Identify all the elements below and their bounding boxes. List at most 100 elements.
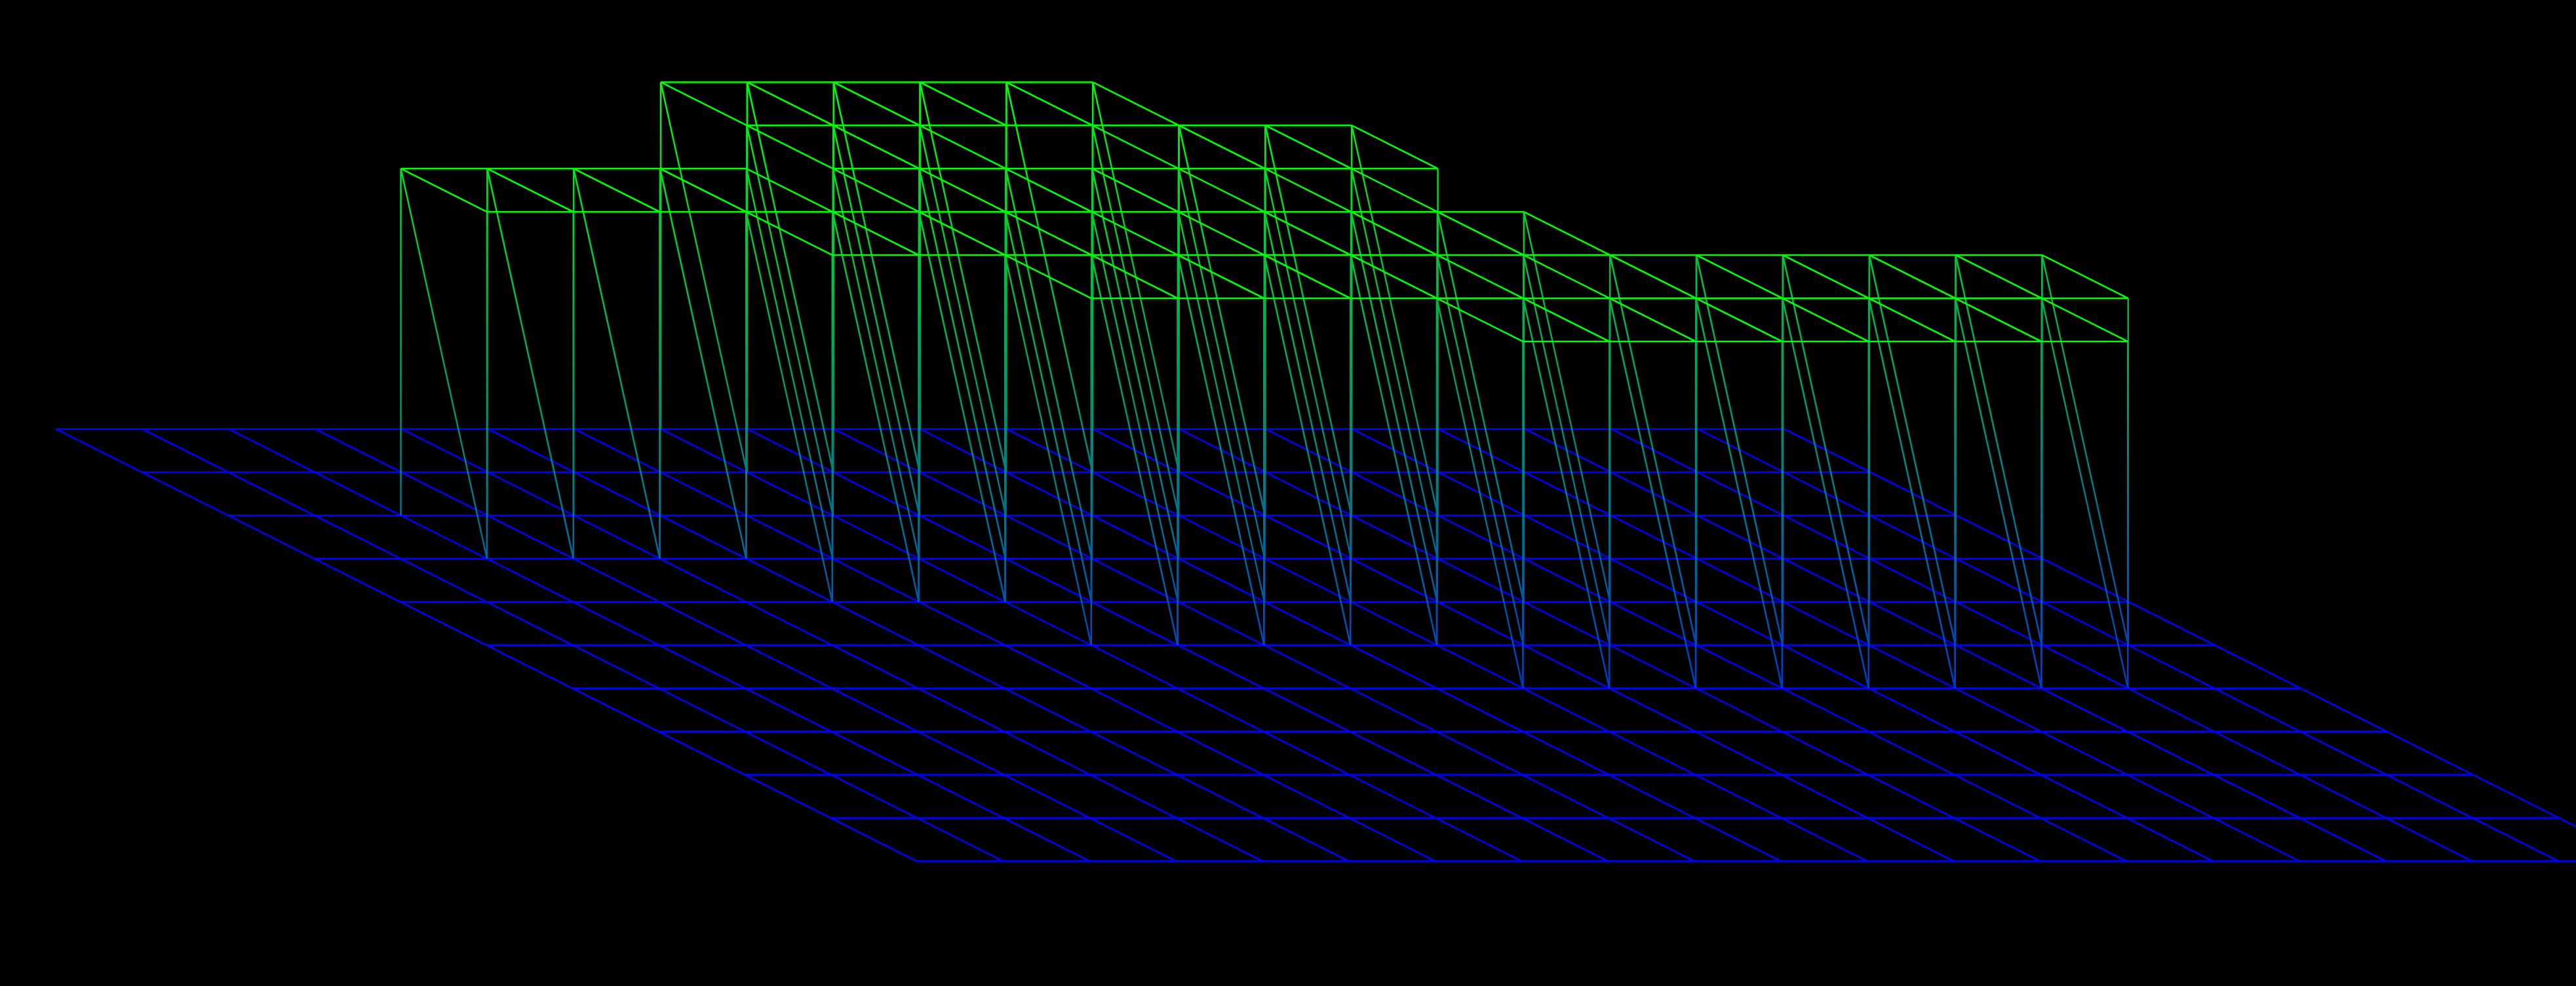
pillar-edge <box>1435 298 1524 689</box>
pillar-edge <box>745 168 834 559</box>
pillar-top-edge <box>1523 297 1610 343</box>
pillar-top-edge <box>1782 254 1869 300</box>
pillar-top-edge <box>919 168 1006 213</box>
pillar-edge <box>1609 298 1697 689</box>
pillar-top-edge <box>1437 254 1524 300</box>
pillar-top-edge <box>1179 125 1266 170</box>
pillar-top-edge <box>1351 125 1439 170</box>
pillar-top-edge <box>1609 297 1696 343</box>
floor-column-line <box>55 428 918 862</box>
pillar-top-edge <box>745 210 833 256</box>
pillar-top-edge <box>1005 168 1093 213</box>
pillar-edge <box>486 168 574 559</box>
pillar-top-edge <box>832 210 920 256</box>
pillar-edge <box>919 82 1007 473</box>
pillar-top-edge <box>1092 125 1179 170</box>
pillar-edge <box>1177 168 1266 559</box>
pillar-edge <box>1264 168 1352 559</box>
pillar-top-edge <box>1523 210 1610 256</box>
pillar-edge <box>746 82 834 473</box>
pillar-edge <box>659 82 748 473</box>
pillar-edge <box>1436 254 1525 646</box>
pillar-top-edge <box>1350 210 1438 256</box>
pillar-edge <box>1350 254 1438 646</box>
raised-pillars <box>400 82 2130 689</box>
pillar-top-edge <box>1351 168 1438 213</box>
pillar-edge <box>1091 168 1179 559</box>
pillar-tops <box>400 81 2129 343</box>
pillar-edge <box>1868 254 1957 646</box>
floor-grid <box>55 427 2576 862</box>
pillar-edge <box>2040 298 2129 689</box>
floor-column-line <box>574 428 1436 862</box>
pillar-top-edge <box>1178 168 1265 213</box>
pillar-edge <box>1091 125 1180 516</box>
pillar-top-edge <box>747 81 834 127</box>
pillar-edge <box>1264 211 1352 602</box>
floor-column-line <box>142 428 1004 862</box>
pillar-top-edge <box>1696 254 1783 300</box>
pillar-edge <box>659 168 747 559</box>
pillar-edge <box>1436 211 1525 602</box>
pillar-edge <box>1177 254 1265 646</box>
pillar-top-edge <box>2041 297 2128 343</box>
pillar-top-edge <box>1955 254 2042 300</box>
pillar-top-edge <box>400 168 488 213</box>
pillar-top-edge <box>1264 168 1352 213</box>
pillar-top-edge <box>832 168 920 213</box>
pillar-top-edge <box>1869 254 1956 300</box>
pillar-edge <box>1349 255 1352 645</box>
pillar-top-edge <box>1004 254 1092 300</box>
pillar-top-edge <box>573 168 661 213</box>
pillar-edge <box>1350 168 1439 559</box>
pillar-edge <box>1695 298 1784 689</box>
pillar-edge <box>1004 254 1092 646</box>
pillar-top-edge <box>1350 254 1437 300</box>
pillar-top-edge <box>1005 81 1093 127</box>
pillar-top-edge <box>1955 297 2042 343</box>
pillar-edge <box>1264 125 1352 516</box>
pillar-edge <box>400 168 488 559</box>
pillar-top-edge <box>1436 297 1523 343</box>
pillar-edge <box>1350 211 1438 602</box>
pillar-edge <box>1177 211 1266 602</box>
pillar-edge <box>2040 298 2043 688</box>
pillar-top-edge <box>660 81 747 127</box>
pillar-edge <box>1091 254 1179 646</box>
pillar-edge <box>918 168 1007 559</box>
pillar-edge <box>1954 298 2042 689</box>
pillar-top-edge <box>1868 297 1956 343</box>
pillar-edge <box>1782 298 1869 689</box>
pillar-top-edge <box>1264 254 1351 300</box>
pillar-top-edge <box>1782 297 1869 343</box>
pillar-top-edge <box>2041 254 2129 300</box>
pillar-edge <box>2041 254 2129 646</box>
pillar-edge <box>1522 298 1610 689</box>
pillar-edge <box>832 125 920 516</box>
pillar-edge <box>1695 254 1784 646</box>
pillar-top-edge <box>1523 254 1610 300</box>
pillar-edge <box>1868 298 1956 689</box>
pillar-top-edge <box>1091 210 1179 256</box>
pillar-top-edge <box>920 81 1007 127</box>
pillar-top-edge <box>1437 210 1524 256</box>
pillar-edge <box>918 168 920 559</box>
pillar-top-edge <box>1091 168 1179 213</box>
pillar-edge <box>1004 211 1093 602</box>
pillar-top-edge <box>919 125 1006 170</box>
pillar-top-edge <box>1264 125 1352 170</box>
pillar-edge <box>1091 211 1179 602</box>
pillar-edge <box>1523 211 1611 602</box>
floor-column-line <box>487 428 1350 862</box>
pillar-top-edge <box>1264 210 1352 256</box>
pillar-edge <box>1523 254 1610 646</box>
pillar-edge <box>1351 125 1439 516</box>
pillar-edge <box>918 125 1007 516</box>
pillar-top-edge <box>486 168 574 213</box>
floor-column-line <box>400 428 1263 862</box>
pillar-edge <box>1263 254 1352 646</box>
pillar-top-edge <box>918 210 1005 256</box>
pillar-top-edge <box>1005 210 1092 256</box>
floor-column-line <box>1784 428 2576 828</box>
pillar-edge <box>832 82 921 473</box>
